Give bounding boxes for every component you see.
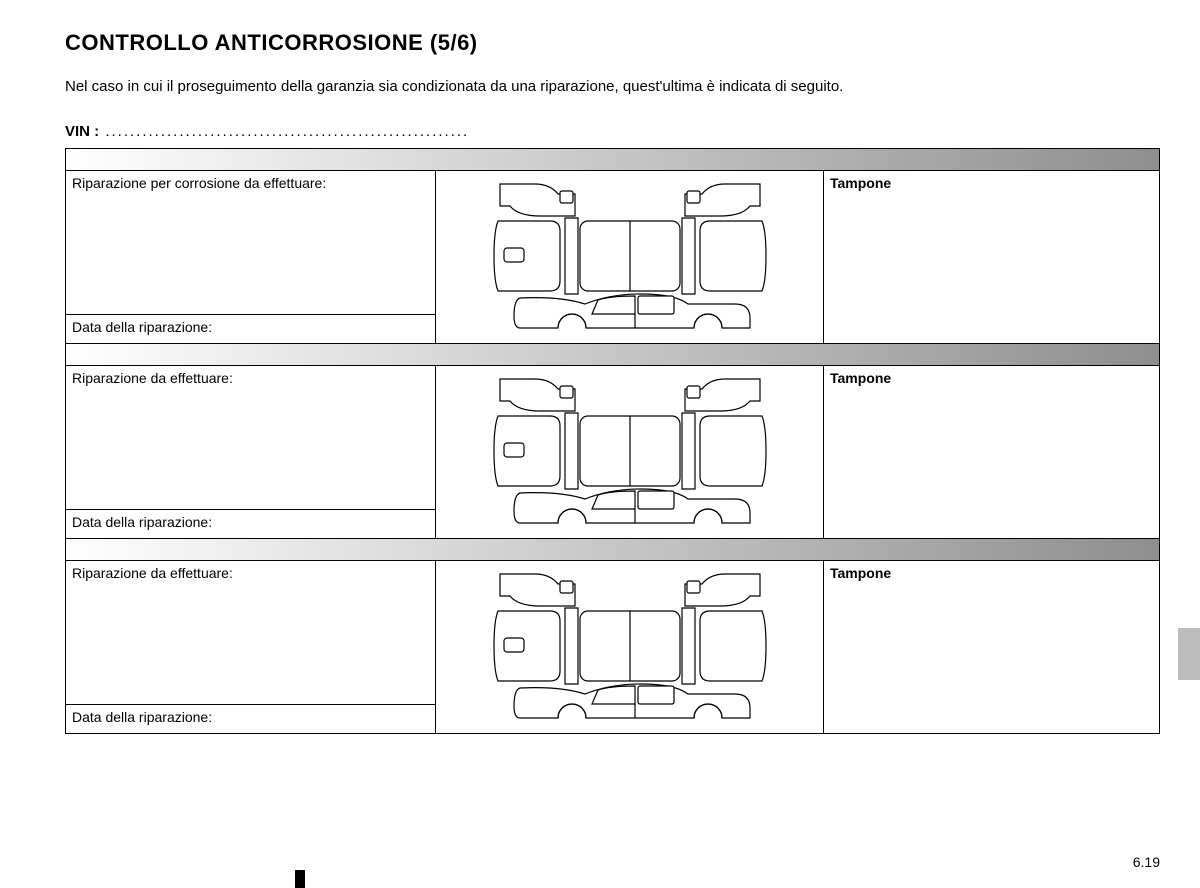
date-label: Data della riparazione: [66, 315, 435, 343]
block-row: Riparazione da effettuare: Data della ri… [65, 366, 1160, 539]
gradient-separator [65, 539, 1160, 561]
car-diagram-icon [490, 566, 770, 728]
stamp-label: Tampone [824, 366, 1159, 538]
block-row: Riparazione per corrosione da effettuare… [65, 171, 1160, 344]
vin-dots: ........................................… [99, 123, 469, 140]
page-container: CONTROLLO ANTICORROSIONE (5/6) Nel caso … [0, 0, 1200, 888]
registration-mark-icon [295, 870, 305, 888]
col-left: Riparazione da effettuare: Data della ri… [66, 561, 436, 733]
repair-label: Riparazione per corrosione da effettuare… [66, 171, 435, 315]
vin-line: VIN : ..................................… [65, 123, 1160, 140]
gradient-separator [65, 344, 1160, 366]
col-diagram [436, 366, 824, 538]
block-row: Riparazione da effettuare: Data della ri… [65, 561, 1160, 734]
car-diagram-icon [490, 176, 770, 338]
date-label: Data della riparazione: [66, 705, 435, 733]
repair-label: Riparazione da effettuare: [66, 561, 435, 705]
car-diagram-icon [490, 371, 770, 533]
col-diagram [436, 561, 824, 733]
intro-text: Nel caso in cui il proseguimento della g… [65, 78, 1160, 95]
date-label: Data della riparazione: [66, 510, 435, 538]
stamp-label: Tampone [824, 171, 1159, 343]
side-tab [1178, 628, 1200, 680]
gradient-separator [65, 149, 1160, 171]
col-left: Riparazione da effettuare: Data della ri… [66, 366, 436, 538]
col-diagram [436, 171, 824, 343]
stamp-label: Tampone [824, 561, 1159, 733]
registration-marks [295, 870, 315, 888]
blocks-container: Riparazione per corrosione da effettuare… [65, 148, 1160, 734]
page-number: 6.19 [1133, 854, 1160, 870]
col-left: Riparazione per corrosione da effettuare… [66, 171, 436, 343]
page-title: CONTROLLO ANTICORROSIONE (5/6) [65, 30, 1160, 56]
vin-label: VIN : [65, 123, 99, 140]
repair-label: Riparazione da effettuare: [66, 366, 435, 510]
registration-mark-icon [305, 870, 315, 888]
